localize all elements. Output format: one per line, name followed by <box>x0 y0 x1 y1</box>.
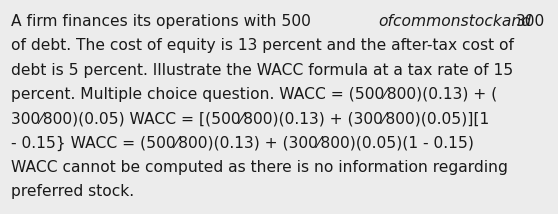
Text: ofcommonstockand: ofcommonstockand <box>378 14 531 29</box>
Text: WACC cannot be computed as there is no information regarding: WACC cannot be computed as there is no i… <box>11 160 508 175</box>
Text: percent. Multiple choice question. WACC = (500⁄800)(0.13) + (: percent. Multiple choice question. WACC … <box>11 87 497 102</box>
Text: 300⁄800)(0.05) WACC = [(500⁄800)(0.13) + (300⁄800)(0.05)][1: 300⁄800)(0.05) WACC = [(500⁄800)(0.13) +… <box>11 111 489 126</box>
Text: preferred stock.: preferred stock. <box>11 184 134 199</box>
Text: 300: 300 <box>516 14 545 29</box>
Text: debt is 5 percent. Illustrate the WACC formula at a tax rate of 15: debt is 5 percent. Illustrate the WACC f… <box>11 62 513 77</box>
Text: of debt. The cost of equity is 13 percent and the after-tax cost of: of debt. The cost of equity is 13 percen… <box>11 38 514 53</box>
Text: A firm finances its operations with 500: A firm finances its operations with 500 <box>11 14 311 29</box>
Text: - 0.15} WACC = (500⁄800)(0.13) + (300⁄800)(0.05)(1 - 0.15): - 0.15} WACC = (500⁄800)(0.13) + (300⁄80… <box>11 135 474 151</box>
